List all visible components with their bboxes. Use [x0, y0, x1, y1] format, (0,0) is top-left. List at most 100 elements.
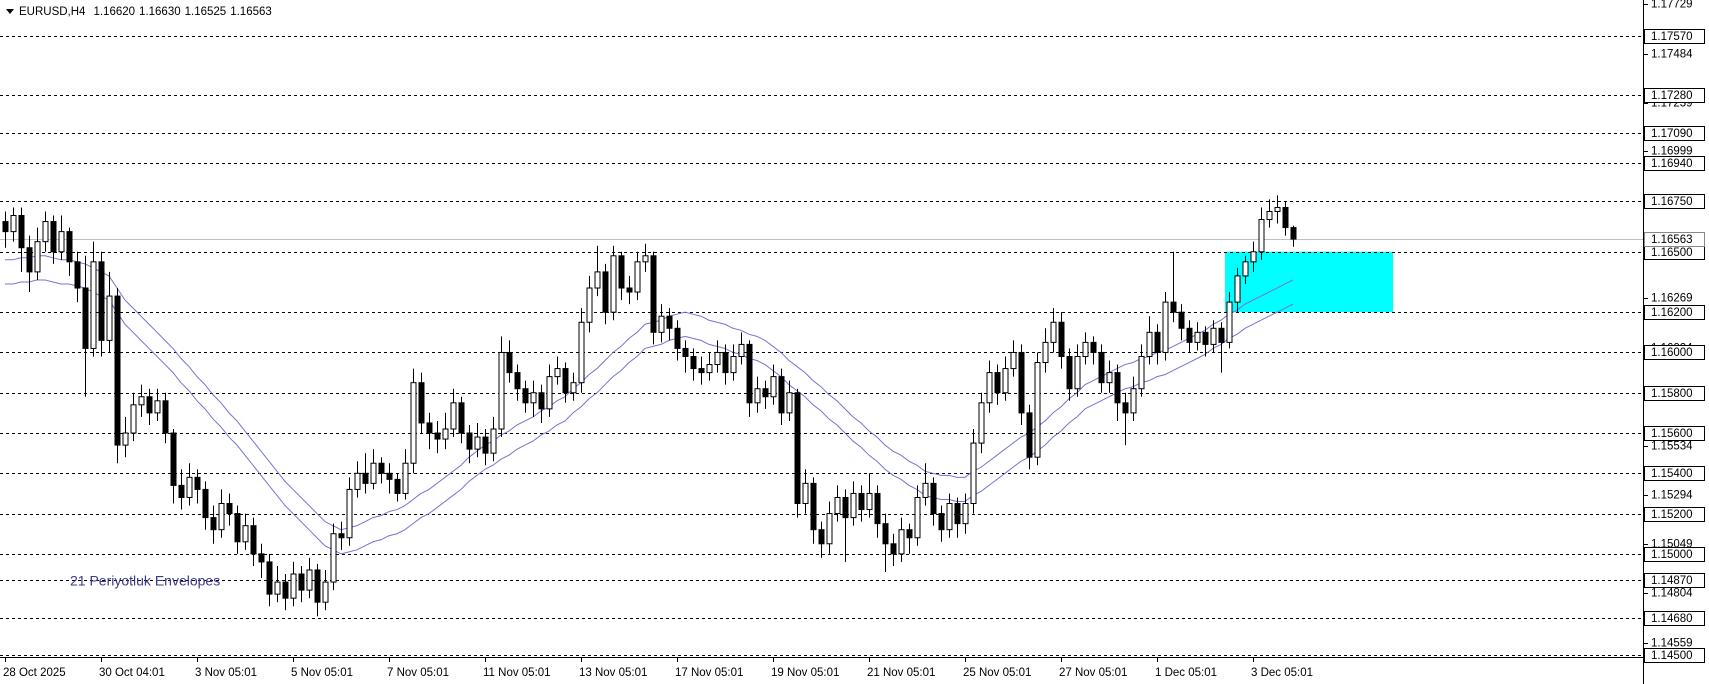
x-tick-label: 19 Nov 05:01 — [771, 667, 839, 679]
candle-body-up — [10, 215, 17, 233]
symbol: EURUSD,H4 — [19, 6, 86, 18]
candle-body-up — [578, 321, 585, 384]
level-box — [1644, 426, 1705, 441]
candle-body-up — [186, 476, 193, 498]
candle-body-up — [978, 402, 985, 444]
candle-body-up — [570, 382, 577, 394]
level-box — [1644, 648, 1705, 663]
candle-body-up — [1138, 355, 1145, 390]
y-tick-label: 1.14804 — [1651, 588, 1693, 600]
candle-body-up — [786, 392, 793, 414]
candle-body-down — [202, 488, 209, 519]
candle-body-down — [1170, 301, 1177, 313]
candle-body-up — [730, 355, 737, 374]
level-label: 1.16200 — [1651, 307, 1693, 319]
candle-body-down — [234, 513, 241, 543]
zone — [1225, 251, 1393, 313]
candle-body-up — [154, 400, 161, 414]
candle-body-down — [146, 396, 153, 414]
candle-body-down — [602, 271, 609, 313]
candle-body-down — [482, 436, 489, 454]
candle-body-up — [546, 376, 553, 410]
candle-body-down — [98, 261, 105, 341]
quote-value: 1.16525 — [185, 6, 227, 18]
candle-body-down — [194, 476, 201, 490]
candle-body-down — [690, 355, 697, 370]
candle-body-up — [802, 482, 809, 505]
candle-body-down — [890, 543, 897, 555]
candle-body-up — [1130, 388, 1137, 414]
candle-body-up — [1106, 372, 1113, 384]
candle-body-up — [1042, 341, 1049, 364]
candle-body-up — [1234, 275, 1241, 303]
candle-body-up — [1258, 219, 1265, 253]
candle-body-down — [466, 432, 473, 450]
candle-body-up — [754, 388, 761, 404]
level-box — [1644, 345, 1705, 360]
candle-body-up — [330, 533, 337, 583]
candle-body-down — [882, 523, 889, 545]
candle-body-down — [178, 484, 185, 498]
candle-body-up — [274, 581, 281, 595]
candle-body-up — [90, 261, 97, 349]
candle-body-up — [866, 492, 873, 511]
x-tick-label: 30 Oct 04:01 — [99, 667, 165, 679]
level-box — [1644, 386, 1705, 401]
candle-body-down — [378, 462, 385, 474]
candle-body-up — [1274, 206, 1281, 212]
candle-body-up — [530, 392, 537, 404]
candle-body-down — [1026, 412, 1033, 458]
candle-body-up — [122, 432, 129, 446]
candle-body-up — [346, 488, 353, 539]
x-tick-label: 21 Nov 05:01 — [867, 667, 935, 679]
candle-body-down — [1018, 351, 1025, 414]
level-label: 1.16500 — [1651, 247, 1693, 259]
candle-body-down — [82, 287, 89, 349]
candle-body-down — [258, 553, 265, 563]
menu-arrow[interactable] — [6, 9, 14, 14]
level-label: 1.16750 — [1651, 196, 1693, 208]
quote-value: 1.16563 — [230, 6, 272, 18]
candle-body-up — [442, 428, 449, 440]
candle-body-up — [634, 261, 641, 293]
axis-layer: 1.177291.174841.172391.169991.162691.160… — [3, 0, 1705, 679]
candle-body-down — [538, 392, 545, 410]
candle-body-up — [242, 525, 249, 543]
y-tick-label: 1.15534 — [1651, 441, 1693, 453]
candle-body-down — [338, 533, 345, 539]
candle-body-down — [858, 492, 865, 511]
candle-body-down — [386, 472, 393, 480]
candle-body-up — [898, 529, 905, 555]
candle-body-up — [410, 382, 417, 464]
candle-body-up — [738, 343, 745, 357]
candle-body-up — [850, 492, 857, 519]
candle-body-up — [130, 404, 137, 434]
x-tick-label: 3 Nov 05:01 — [195, 667, 257, 679]
candle-body-up — [490, 428, 497, 454]
y-tick-label: 1.15294 — [1651, 490, 1693, 502]
level-box — [1644, 573, 1705, 588]
x-tick-label: 3 Dec 05:01 — [1251, 667, 1313, 679]
candle-body-down — [994, 372, 1001, 394]
level-box — [1644, 507, 1705, 522]
candle-body-up — [498, 351, 505, 430]
y-tick-label: 1.16269 — [1651, 293, 1693, 305]
candle-body-up — [1146, 331, 1153, 357]
candle-body-down — [874, 492, 881, 525]
candle-body-down — [778, 376, 785, 414]
candle-body-down — [1114, 372, 1121, 404]
x-tick-label: 5 Nov 05:01 — [291, 667, 353, 679]
level-label: 1.17570 — [1651, 31, 1693, 43]
candle-body-up — [290, 573, 297, 599]
candle-body-down — [1122, 402, 1129, 414]
candle-body-up — [138, 396, 145, 406]
candle-body-down — [458, 402, 465, 434]
candle-body-down — [1066, 355, 1073, 390]
candle-body-down — [394, 478, 401, 494]
candle-body-down — [26, 247, 33, 273]
candle-body-down — [626, 287, 633, 293]
level-box — [1644, 126, 1705, 141]
candle-body-up — [1210, 327, 1217, 345]
candle-body-down — [562, 368, 569, 394]
